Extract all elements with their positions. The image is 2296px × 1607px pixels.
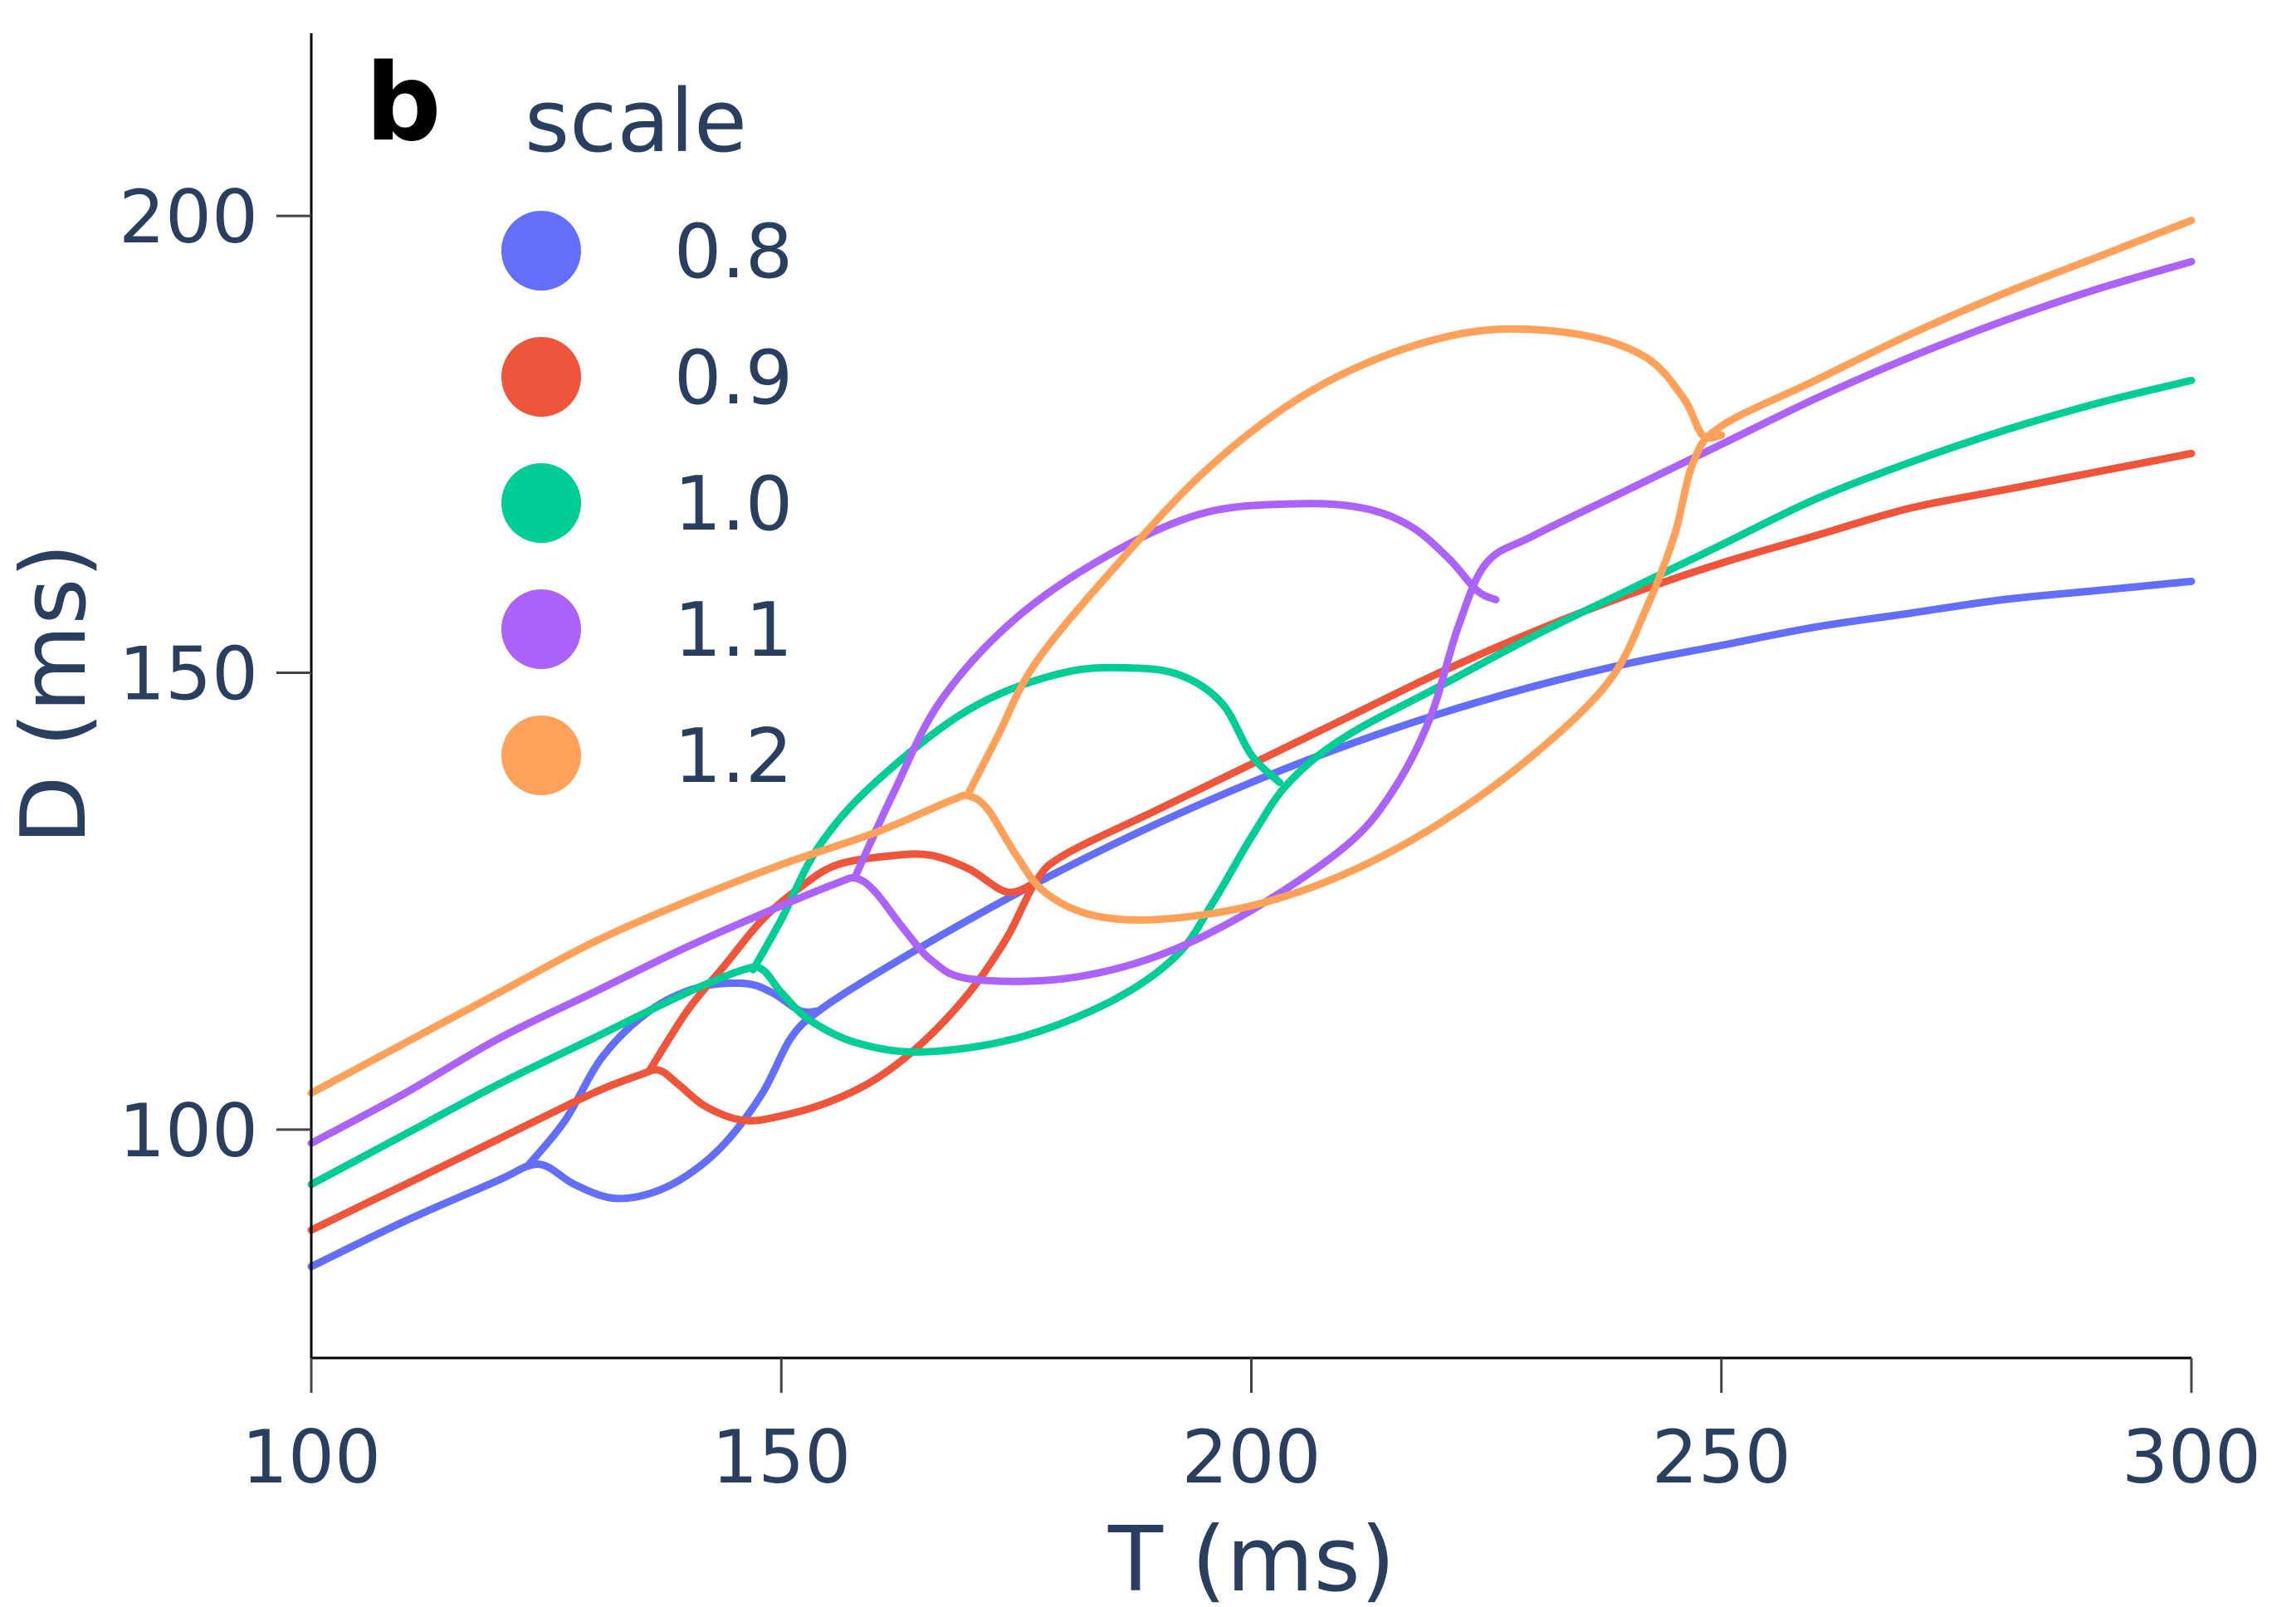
legend-label: 0.8 <box>674 208 793 296</box>
series-line-main <box>307 217 2196 1097</box>
x-tick-label: 150 <box>711 1414 851 1500</box>
legend-item: 1.1 <box>501 587 793 674</box>
series-line-fold-branch <box>852 500 1500 878</box>
y-axis-title: D (ms) <box>2 543 106 844</box>
legend-marker <box>501 716 581 795</box>
legend-label: 1.2 <box>674 713 793 800</box>
x-tick-label: 300 <box>2122 1414 2261 1500</box>
legend: scale 0.8 0.9 1.0 1.1 1.2 <box>501 71 793 800</box>
plot-area <box>307 217 2196 1271</box>
series-line-fold-branch <box>965 325 1726 796</box>
y-tick-label: 100 <box>119 1088 258 1174</box>
panel-letter: b <box>365 42 442 165</box>
legend-item: 0.8 <box>501 208 793 296</box>
x-tick-label: 100 <box>242 1414 381 1500</box>
legend-label: 1.1 <box>674 587 793 674</box>
series-layer <box>307 217 2196 1271</box>
legend-items: 0.8 0.9 1.0 1.1 1.2 <box>501 208 793 800</box>
legend-marker <box>501 589 581 669</box>
x-ticks: 100 150 200 250 300 <box>242 1358 2261 1500</box>
legend-marker <box>501 337 581 417</box>
legend-label: 1.0 <box>674 461 793 548</box>
y-ticks: 100 150 200 <box>119 174 311 1174</box>
series-line-main <box>307 257 2196 1147</box>
series-1.1 <box>307 257 2196 1147</box>
legend-marker <box>501 211 581 291</box>
legend-item: 1.0 <box>501 461 793 548</box>
legend-label: 0.9 <box>674 335 793 422</box>
legend-title: scale <box>525 71 747 172</box>
y-tick-label: 150 <box>119 631 258 716</box>
legend-marker <box>501 463 581 543</box>
x-tick-label: 250 <box>1652 1414 1791 1500</box>
x-tick-label: 200 <box>1182 1414 1321 1500</box>
legend-item: 1.2 <box>501 713 793 800</box>
y-tick-label: 200 <box>119 174 258 260</box>
series-line-main <box>307 376 2196 1189</box>
legend-item: 0.9 <box>501 335 793 422</box>
x-axis-title: T (ms) <box>1107 1508 1395 1607</box>
series-1.2 <box>307 217 2196 1097</box>
